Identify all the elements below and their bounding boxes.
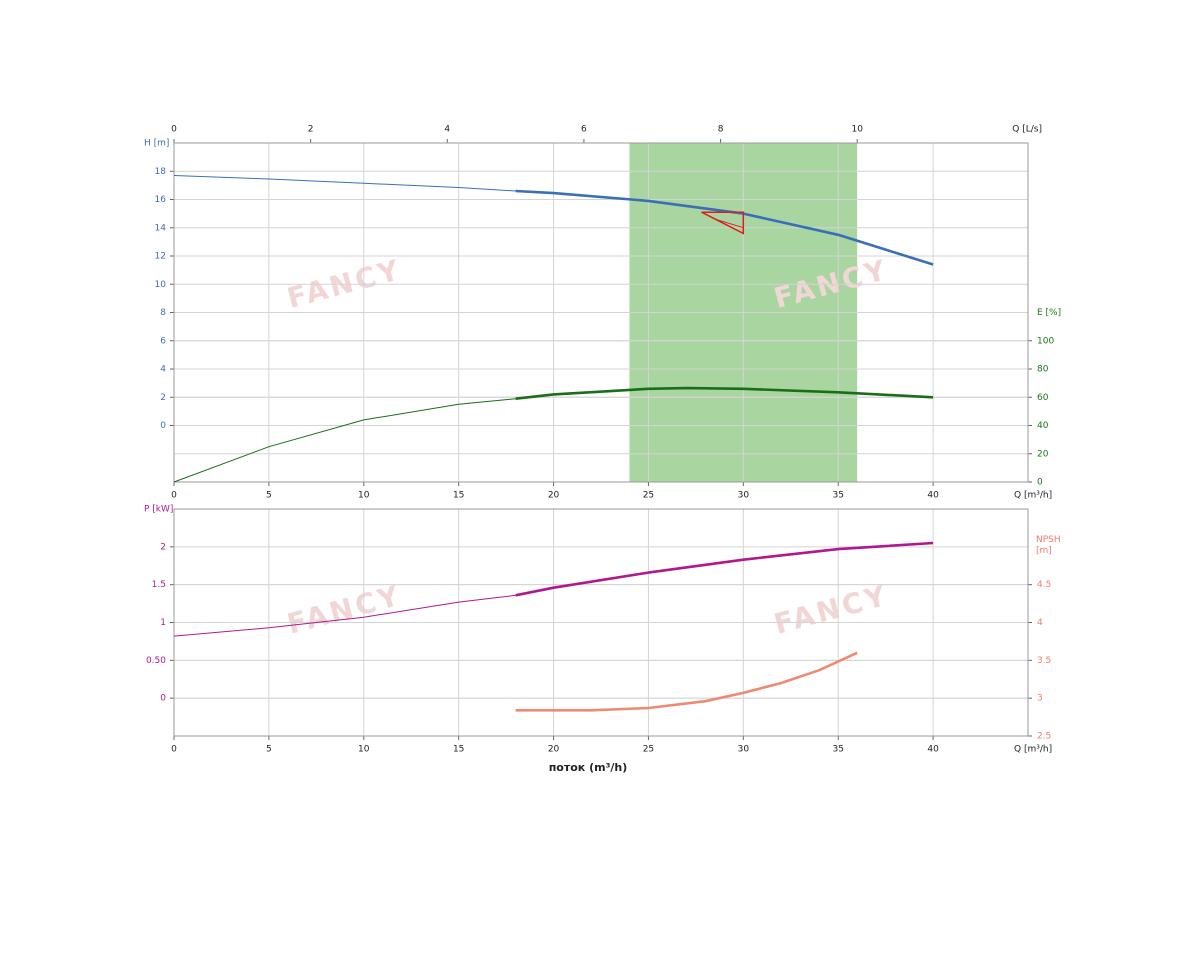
x-tick-label: 25 — [643, 491, 654, 501]
tolerance-hatch — [715, 218, 744, 229]
x-tick-label: 20 — [548, 491, 560, 501]
y-tick-label: 16 — [155, 195, 167, 205]
y2-tick-label: 80 — [1037, 365, 1049, 375]
x-tick-label: 5 — [266, 491, 272, 501]
y2-tick-label: 4.5 — [1037, 580, 1051, 590]
x-tick-label: 25 — [643, 745, 654, 755]
x-axis-label: Q [m³/h] — [1014, 745, 1052, 755]
y2-tick-label: 100 — [1037, 336, 1054, 346]
y-tick-label: 1 — [160, 618, 166, 628]
y-tick-label: 1.5 — [152, 580, 166, 590]
y2-tick-label: 60 — [1037, 393, 1049, 403]
x-tick-label: 40 — [927, 491, 939, 501]
x-tick-label: 30 — [738, 745, 750, 755]
curve-bold — [515, 386, 934, 400]
y2-tick-label: 20 — [1037, 449, 1049, 459]
y2-tick-label: 3.5 — [1037, 656, 1051, 666]
curve-bold — [515, 651, 858, 712]
y2-axis-label: E [%] — [1037, 308, 1061, 318]
x-axis-title: поток (m³/h) — [549, 761, 628, 774]
tolerance-hatch — [728, 225, 744, 234]
x-tick-label: 15 — [453, 745, 464, 755]
x-axis-label: Q [m³/h] — [1014, 491, 1052, 501]
y-tick-label: 2 — [160, 542, 166, 552]
x-tick-label: 15 — [453, 491, 464, 501]
y2-tick-label: 40 — [1037, 421, 1049, 431]
x2-tick-label: 10 — [851, 125, 863, 135]
y-tick-label: 0.50 — [146, 656, 166, 666]
y-tick-label: 10 — [155, 280, 167, 290]
y2-tick-label: 2.5 — [1037, 732, 1051, 742]
x-tick-label: 40 — [927, 745, 939, 755]
y2-axis-label: NPSH [m] — [1036, 535, 1061, 556]
y-axis-label: H [m] — [144, 139, 169, 149]
x-tick-label: 20 — [548, 745, 560, 755]
y-tick-label: 8 — [160, 308, 166, 318]
x2-axis-label: Q [L/s] — [1012, 125, 1042, 135]
x-tick-label: 5 — [266, 745, 272, 755]
y2-tick-label: 4 — [1037, 618, 1043, 628]
y-tick-label: 4 — [160, 365, 166, 375]
curve-thin — [173, 594, 516, 637]
x-tick-label: 0 — [171, 491, 177, 501]
plot-frame — [173, 142, 1029, 483]
y-tick-label: 2 — [160, 393, 166, 403]
y2-tick-label: 0 — [1037, 478, 1043, 488]
x2-tick-label: 4 — [444, 125, 450, 135]
y-tick-label: 0 — [160, 421, 166, 431]
x-tick-label: 30 — [738, 491, 750, 501]
y-tick-label: 18 — [155, 167, 167, 177]
x-tick-label: 0 — [171, 745, 177, 755]
x-tick-label: 35 — [832, 491, 843, 501]
x-tick-label: 10 — [358, 745, 370, 755]
y-tick-label: 12 — [155, 252, 166, 262]
y2-tick-label: 3 — [1037, 694, 1043, 704]
x2-tick-label: 6 — [581, 125, 587, 135]
curve-bold — [515, 189, 934, 266]
x2-tick-label: 0 — [171, 125, 177, 135]
curve-bold — [515, 541, 934, 597]
y-tick-label: 14 — [155, 223, 167, 233]
y-axis-label: P [kW] — [144, 505, 173, 515]
x2-tick-label: 2 — [308, 125, 314, 135]
tolerance-marker — [701, 211, 745, 235]
curve-thin — [173, 398, 516, 483]
x2-tick-label: 8 — [718, 125, 724, 135]
plot-frame — [173, 508, 1029, 737]
curve-thin — [173, 175, 516, 192]
x-tick-label: 35 — [832, 745, 843, 755]
y-tick-label: 0 — [160, 694, 166, 704]
x-tick-label: 10 — [358, 491, 370, 501]
y-tick-label: 6 — [160, 336, 166, 346]
